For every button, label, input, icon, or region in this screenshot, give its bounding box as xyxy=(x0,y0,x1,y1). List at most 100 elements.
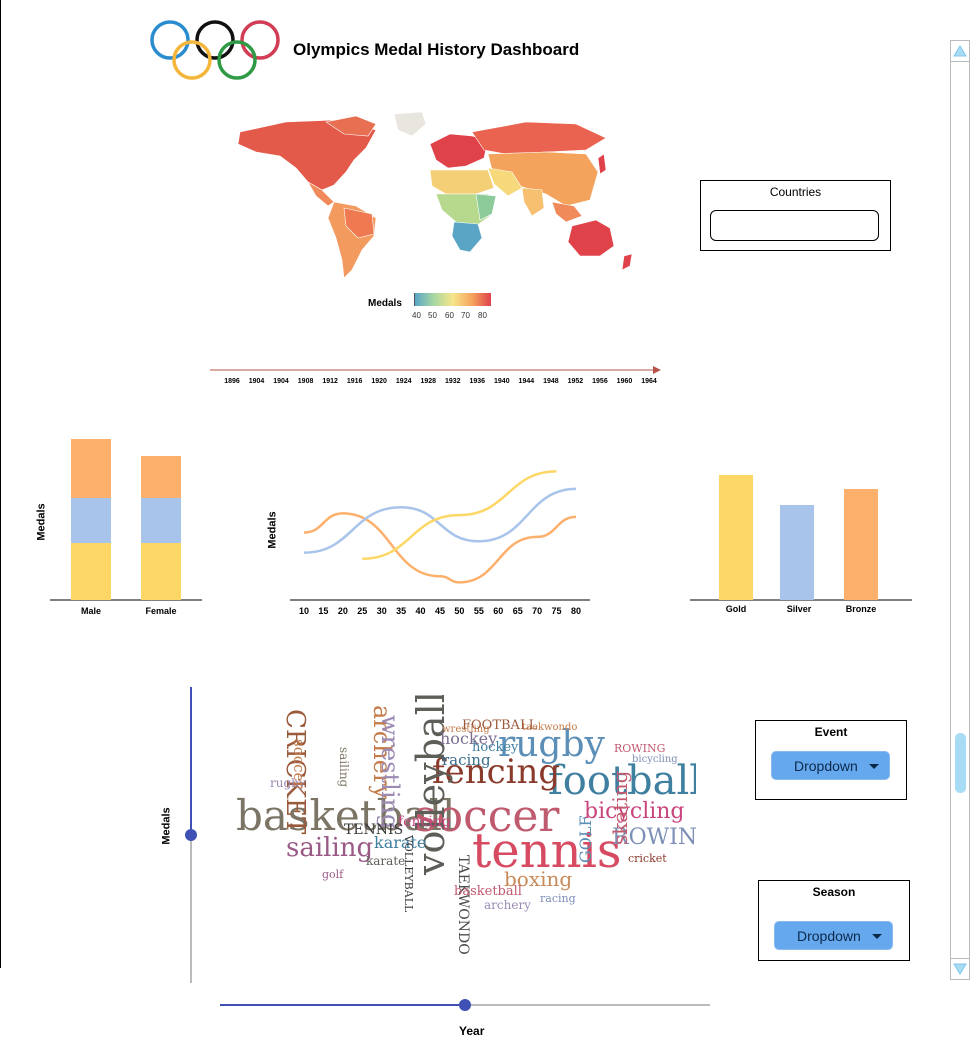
wordcloud-word: GOLF xyxy=(576,815,595,863)
map-region-southeast-asia xyxy=(551,201,583,223)
age-medal-line-chart xyxy=(290,470,590,601)
wordcloud-word: basketball xyxy=(236,791,456,840)
line-series xyxy=(303,487,577,554)
timeline-year[interactable]: 1916 xyxy=(346,378,363,385)
wordcloud-word: basketball xyxy=(454,884,522,899)
gender-chart-xtick: Male xyxy=(80,606,102,616)
timeline-year[interactable]: 1932 xyxy=(444,378,461,385)
event-title: Event xyxy=(814,725,848,739)
wordcloud-word: football xyxy=(548,758,696,804)
wordcloud-word: karate xyxy=(366,854,406,868)
wordcloud-word: racing xyxy=(540,892,576,905)
line-chart-xtick: 60 xyxy=(493,606,504,616)
wordcloud-word: bicycling xyxy=(632,754,678,765)
line-chart-xtick: 25 xyxy=(357,606,368,616)
wordcloud-word: hockey xyxy=(440,729,498,748)
wordcloud-word: skating xyxy=(608,770,632,845)
scroll-down-button[interactable] xyxy=(951,958,969,979)
medal-chart-xtick: Bronze xyxy=(845,604,877,614)
legend-tick: 60 xyxy=(445,311,454,320)
countries-panel: Countries xyxy=(700,180,891,251)
timeline-year[interactable]: 1936 xyxy=(469,378,486,385)
season-title: Season xyxy=(812,885,856,899)
timeline-year[interactable]: 1948 xyxy=(543,378,559,385)
line-series xyxy=(303,512,577,584)
wordcloud-ylabel: Medals xyxy=(160,807,173,845)
year-slider-fill xyxy=(220,1004,465,1006)
age-chart-ylabel: Medals xyxy=(266,511,279,549)
scroll-up-button[interactable] xyxy=(951,41,969,62)
map-region-greenland xyxy=(393,111,427,137)
event-dropdown[interactable]: Dropdown xyxy=(771,751,890,780)
map-region-north-africa xyxy=(429,169,495,195)
line-chart-xtick: 45 xyxy=(434,606,446,616)
timeline-year[interactable]: 1924 xyxy=(395,378,412,385)
wordcloud-word: FOOTBALL xyxy=(462,718,538,733)
timeline-year[interactable]: 1952 xyxy=(567,378,584,385)
wordcloud-word: hockey xyxy=(472,740,519,755)
medal-chart-xtick: Gold xyxy=(725,604,747,614)
map-region-japan xyxy=(597,153,607,175)
wordcloud-word: TAEKWONDO xyxy=(455,855,471,955)
arrow-up-icon xyxy=(953,45,967,57)
timeline-year[interactable]: 1928 xyxy=(420,378,437,385)
wordcloud-word: racing xyxy=(442,751,491,769)
wordcloud-word: soccer xyxy=(414,791,560,842)
wordcloud-word: ROWING xyxy=(612,825,696,850)
line-chart-xtick: 80 xyxy=(570,606,582,616)
timeline-year[interactable]: 1920 xyxy=(371,378,387,385)
gender-bar-segment xyxy=(71,498,111,543)
gender-bar-segment xyxy=(141,498,181,543)
line-chart-xtick: 10 xyxy=(298,606,310,616)
year-slider-handle[interactable] xyxy=(459,999,471,1011)
wordcloud-word: tennis xyxy=(472,823,622,879)
map-region-russia xyxy=(471,121,607,155)
map-region-new-zealand xyxy=(621,253,633,271)
line-chart-xtick: 30 xyxy=(376,606,387,616)
timeline-year[interactable]: 1960 xyxy=(616,378,633,385)
wordcloud-word: archery xyxy=(484,898,531,912)
gender-chart-xtick: Female xyxy=(145,606,177,616)
timeline-year[interactable]: 1896 xyxy=(224,378,240,385)
wordcloud-word: golf xyxy=(322,868,344,881)
wordcloud-word: fencing xyxy=(432,752,561,792)
line-chart-xtick: 50 xyxy=(454,606,465,616)
timeline-year[interactable]: 1908 xyxy=(297,378,314,385)
gender-bar-segment xyxy=(141,456,181,498)
gender-medal-chart xyxy=(50,439,202,601)
map-region-central-america xyxy=(307,181,335,207)
line-chart-xtick: 70 xyxy=(532,606,543,616)
medal-chart-xtick: Silver xyxy=(786,604,812,614)
timeline-year[interactable]: 1904 xyxy=(248,378,265,385)
map-legend-label: Medals xyxy=(368,298,402,309)
wordcloud-word: VOLLEYBALL xyxy=(402,835,415,913)
medals-slider-handle[interactable] xyxy=(185,829,197,841)
medal-bar xyxy=(844,489,878,600)
season-dropdown[interactable]: Dropdown xyxy=(774,921,893,950)
page-title: Olympics Medal History Dashboard xyxy=(293,40,580,59)
timeline-arrow[interactable] xyxy=(205,362,665,378)
timeline-year[interactable]: 1912 xyxy=(322,378,338,385)
legend-tick: 70 xyxy=(461,311,470,320)
gender-bar-segment xyxy=(141,543,181,600)
scrollbar-thumb[interactable] xyxy=(955,733,966,793)
timeline-year[interactable]: 1904 xyxy=(273,378,289,385)
wordcloud-word: fencing xyxy=(398,814,451,830)
olympic-rings-logo xyxy=(150,20,280,80)
line-chart-xtick: 40 xyxy=(415,606,426,616)
timeline-year[interactable]: 1964 xyxy=(641,378,657,385)
line-series xyxy=(362,470,557,561)
wordcloud-word: taekwondo xyxy=(522,722,578,733)
world-map[interactable] xyxy=(226,110,676,280)
chevron-down-icon xyxy=(869,764,879,769)
vertical-scrollbar[interactable] xyxy=(950,40,970,980)
timeline-year[interactable]: 1944 xyxy=(518,378,535,385)
legend-tick: 50 xyxy=(428,311,437,320)
left-border xyxy=(0,0,1,968)
wordcloud-word: wrestling xyxy=(376,715,404,830)
gender-chart-ylabel: Medals xyxy=(35,503,48,541)
timeline-year[interactable]: 1940 xyxy=(494,378,510,385)
timeline-year[interactable]: 1956 xyxy=(592,378,608,385)
chevron-down-icon xyxy=(872,934,882,939)
countries-input[interactable] xyxy=(710,210,879,241)
